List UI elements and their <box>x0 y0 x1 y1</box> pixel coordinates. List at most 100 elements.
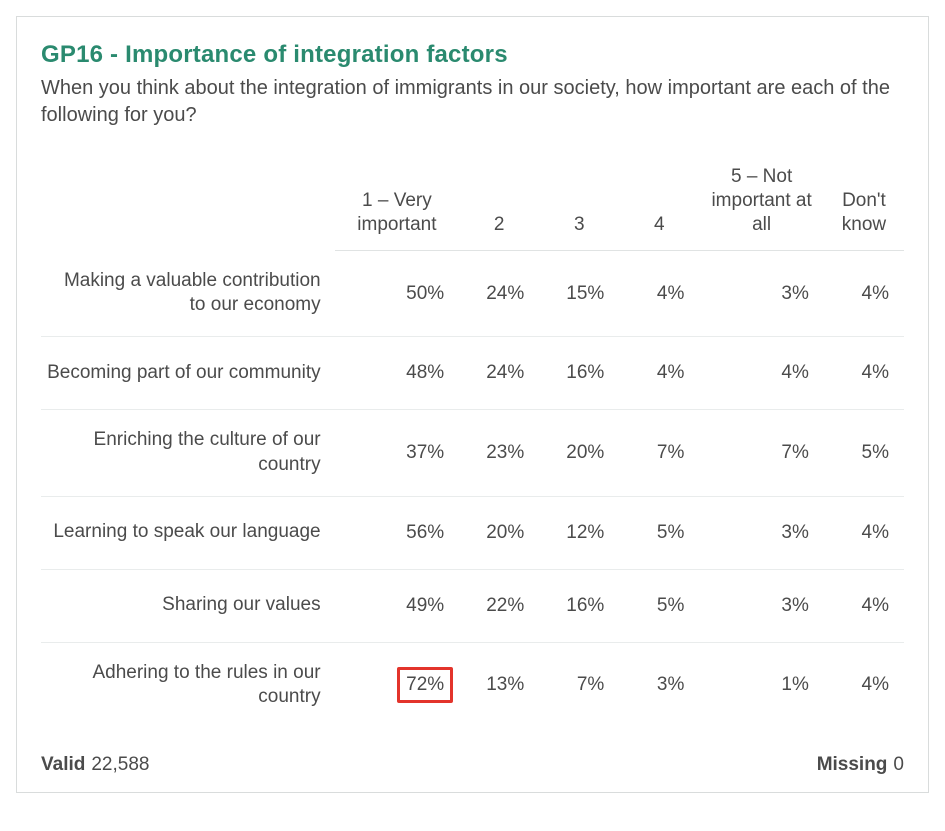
row-label: Becoming part of our community <box>41 337 335 410</box>
cell-value: 13% <box>477 667 533 703</box>
cell-value: 15% <box>557 276 613 312</box>
column-header: 1 – Very important <box>335 157 460 251</box>
cell-value: 4% <box>645 276 693 312</box>
cell-value: 4% <box>770 355 818 391</box>
table-row: Adhering to the rules in our country 72% 1… <box>41 642 904 728</box>
data-cell: 20% <box>539 410 619 496</box>
data-cell: 16% <box>539 569 619 642</box>
data-cell: 5% <box>619 569 699 642</box>
survey-card: GP16 - Importance of integration factors… <box>16 16 929 793</box>
valid-label: Valid <box>41 754 85 775</box>
cell-value: 20% <box>557 435 613 471</box>
missing-value: 0 <box>893 754 904 775</box>
valid-count: Valid 22,588 <box>41 754 149 776</box>
cell-value: 4% <box>850 515 898 551</box>
data-cell: 1% <box>699 642 824 728</box>
data-cell: 7% <box>539 642 619 728</box>
cell-value: 24% <box>477 355 533 391</box>
cell-value: 5% <box>850 435 898 471</box>
data-cell: 3% <box>699 496 824 569</box>
cell-value: 20% <box>477 515 533 551</box>
cell-value: 3% <box>770 276 818 312</box>
cell-value: 50% <box>397 276 453 312</box>
data-cell: 24% <box>459 337 539 410</box>
cell-value: 16% <box>557 588 613 624</box>
cell-value: 4% <box>850 588 898 624</box>
row-label: Enriching the culture of our country <box>41 410 335 496</box>
card-footer: Valid 22,588 Missing0 <box>41 728 904 776</box>
table-row: Sharing our values 49% 22% 16% 5% 3% 4% <box>41 569 904 642</box>
data-cell: 4% <box>824 569 904 642</box>
missing-count: Missing0 <box>817 754 904 776</box>
results-table: 1 – Very important2345 – Not important a… <box>41 157 904 728</box>
cell-value: 4% <box>850 355 898 391</box>
data-cell: 56% <box>335 496 460 569</box>
data-cell: 37% <box>335 410 460 496</box>
data-cell: 15% <box>539 251 619 337</box>
cell-value: 48% <box>397 355 453 391</box>
cell-value: 3% <box>770 588 818 624</box>
data-cell: 20% <box>459 496 539 569</box>
cell-value: 3% <box>770 515 818 551</box>
missing-label: Missing <box>817 754 888 775</box>
cell-value: 4% <box>850 276 898 312</box>
highlighted-value: 72% <box>397 667 453 703</box>
cell-value: 23% <box>477 435 533 471</box>
table-row: Making a valuable contribution to our ec… <box>41 251 904 337</box>
data-cell: 49% <box>335 569 460 642</box>
column-header: 2 <box>459 157 539 251</box>
data-cell: 72% <box>335 642 460 728</box>
data-cell: 4% <box>824 496 904 569</box>
column-header: 4 <box>619 157 699 251</box>
data-cell: 22% <box>459 569 539 642</box>
data-cell: 3% <box>619 642 699 728</box>
data-cell: 7% <box>699 410 824 496</box>
cell-value: 49% <box>397 588 453 624</box>
data-cell: 3% <box>699 251 824 337</box>
data-cell: 16% <box>539 337 619 410</box>
table-row: Learning to speak our language 56% 20% 12% 5… <box>41 496 904 569</box>
card-title: GP16 - Importance of integration factors <box>41 41 904 69</box>
cell-value: 12% <box>557 515 613 551</box>
data-cell: 4% <box>824 337 904 410</box>
cell-value: 37% <box>397 435 453 471</box>
column-header: 5 – Not important at all <box>699 157 824 251</box>
column-header: Don't know <box>824 157 904 251</box>
cell-value: 3% <box>645 667 693 703</box>
cell-value: 7% <box>565 667 613 703</box>
data-cell: 23% <box>459 410 539 496</box>
card-subtitle: When you think about the integration of … <box>41 75 904 129</box>
data-cell: 4% <box>619 251 699 337</box>
table-row: Enriching the culture of our country 37% 2… <box>41 410 904 496</box>
data-cell: 4% <box>824 642 904 728</box>
valid-value: 22,588 <box>91 754 149 775</box>
cell-value: 56% <box>397 515 453 551</box>
data-cell: 12% <box>539 496 619 569</box>
cell-value: 16% <box>557 355 613 391</box>
data-cell: 3% <box>699 569 824 642</box>
cell-value: 4% <box>850 667 898 703</box>
cell-value: 24% <box>477 276 533 312</box>
data-cell: 13% <box>459 642 539 728</box>
cell-value: 5% <box>645 588 693 624</box>
data-cell: 48% <box>335 337 460 410</box>
cell-value: 5% <box>645 515 693 551</box>
table-row: Becoming part of our community 48% 24% 16% 4… <box>41 337 904 410</box>
data-cell: 4% <box>699 337 824 410</box>
row-label: Sharing our values <box>41 569 335 642</box>
data-cell: 4% <box>824 251 904 337</box>
data-cell: 5% <box>619 496 699 569</box>
table-header-row: 1 – Very important2345 – Not important a… <box>41 157 904 251</box>
cell-value: 7% <box>770 435 818 471</box>
cell-value: 4% <box>645 355 693 391</box>
table-head: 1 – Very important2345 – Not important a… <box>41 157 904 251</box>
row-label: Adhering to the rules in our country <box>41 642 335 728</box>
column-header: 3 <box>539 157 619 251</box>
table-body: Making a valuable contribution to our ec… <box>41 251 904 728</box>
cell-value: 7% <box>645 435 693 471</box>
data-cell: 7% <box>619 410 699 496</box>
cell-value: 22% <box>477 588 533 624</box>
data-cell: 24% <box>459 251 539 337</box>
row-label: Learning to speak our language <box>41 496 335 569</box>
cell-value: 1% <box>770 667 818 703</box>
